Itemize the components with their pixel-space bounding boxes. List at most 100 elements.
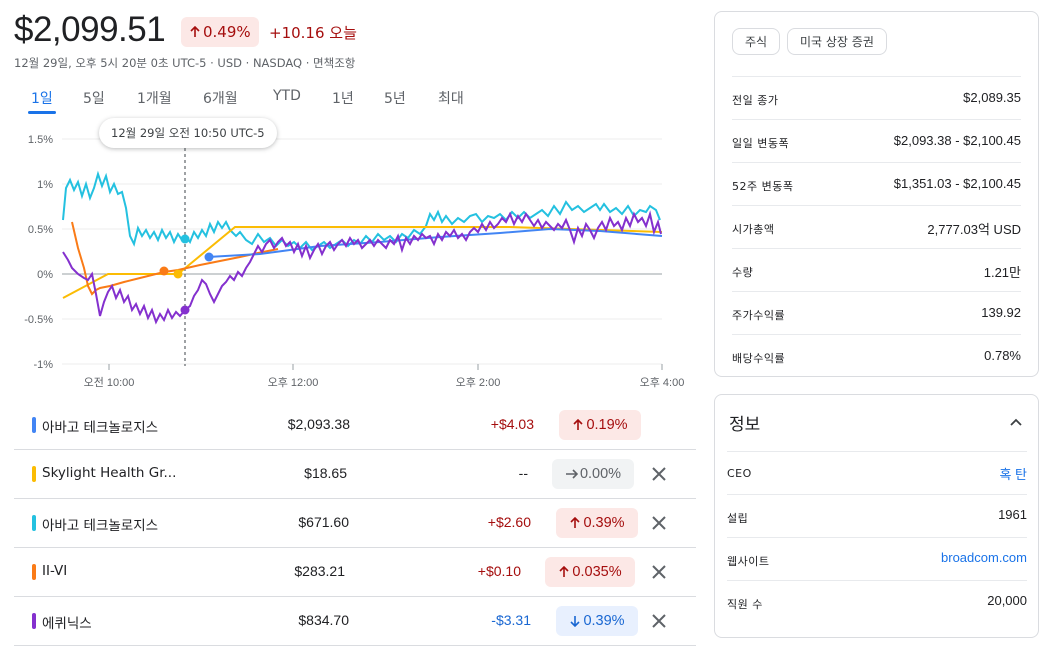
comparison-name: 에퀴닉스 xyxy=(42,616,92,632)
tab-5y[interactable]: 5년 xyxy=(384,91,406,107)
series-line-purple xyxy=(62,210,662,325)
series-color-bar xyxy=(32,515,36,531)
series-color-bar xyxy=(32,564,36,580)
series-line-orange xyxy=(71,221,279,296)
arrow-up-icon xyxy=(190,26,200,37)
comparison-change-abs: +$0.10 xyxy=(477,563,521,579)
chip-us-listed[interactable]: 미국 상장 증권 xyxy=(787,28,887,55)
tab-1d[interactable]: 1일 xyxy=(28,88,56,114)
stat-label: 수량 xyxy=(732,266,754,279)
comparison-change-pct: 0.39% xyxy=(556,508,638,538)
comparison-price: $2,093.38 xyxy=(287,416,350,432)
comparison-row[interactable]: Skylight Health Gr... $18.65 -- 0.00% xyxy=(14,450,696,499)
marker-yellow xyxy=(173,269,183,279)
change-percent: 0.49% xyxy=(203,23,251,41)
pct-value: 0.39% xyxy=(583,515,625,531)
remove-comparison-icon[interactable] xyxy=(648,512,670,534)
pct-value: 0.035% xyxy=(572,564,622,580)
stats-card: 주식 미국 상장 증권 전일 종가 $2,089.35 일일 변동폭 $2,09… xyxy=(714,11,1039,377)
comparison-price: $18.65 xyxy=(304,465,347,481)
stat-dividend-yield: 배당수익률 0.78% xyxy=(732,334,1021,377)
current-price: $2,099.51 xyxy=(14,10,166,49)
stat-label: 전일 종가 xyxy=(732,94,779,107)
marker-cyan xyxy=(180,234,190,244)
comparison-price: $834.70 xyxy=(298,612,349,628)
pct-value: 0.19% xyxy=(586,417,628,433)
y-tick-1: 1% xyxy=(37,179,53,191)
stat-label: 주가수익률 xyxy=(732,309,786,322)
info-label: CEO xyxy=(727,467,752,480)
change-percent-badge: 0.49% xyxy=(181,17,259,47)
info-website: 웹사이트 broadcom.com xyxy=(727,537,1027,580)
comparison-name: Skylight Health Gr... xyxy=(42,465,177,481)
arrow-up-icon xyxy=(570,517,581,528)
stat-label: 52주 변동폭 xyxy=(732,180,794,193)
comparison-name: 아바고 테크놀로지스 xyxy=(42,420,159,436)
arrow-right-icon xyxy=(565,469,578,479)
x-tick-2pm: 오후 2:00 xyxy=(456,376,501,389)
info-label: 웹사이트 xyxy=(727,555,770,568)
x-tick-10am: 오전 10:00 xyxy=(84,376,135,389)
y-tick-minus-0-5: -0.5% xyxy=(24,314,53,326)
pct-value: 0.39% xyxy=(583,613,625,629)
series-line-yellow xyxy=(62,226,663,299)
info-label: 직원 수 xyxy=(727,598,763,611)
stat-value: 139.92 xyxy=(981,305,1021,320)
stat-value: 0.78% xyxy=(984,348,1021,363)
comparison-row[interactable]: II-VI $283.21 +$0.10 0.035% xyxy=(14,548,696,597)
comparison-change-abs: +$4.03 xyxy=(490,416,534,432)
chevron-up-icon[interactable] xyxy=(1008,415,1024,431)
stat-market-cap: 시가총액 2,777.03억 USD xyxy=(732,205,1021,248)
y-tick-minus-1: -1% xyxy=(33,359,53,371)
y-tick-0-5: 0.5% xyxy=(28,224,53,236)
info-ceo: CEO 혹 탄 xyxy=(727,451,1027,494)
comparison-change-pct: 0.19% xyxy=(559,410,641,440)
stat-value: $2,089.35 xyxy=(963,90,1021,105)
stat-day-range: 일일 변동폭 $2,093.38 - $2,100.45 xyxy=(732,119,1021,162)
stat-value: $1,351.03 - $2,100.45 xyxy=(893,176,1021,191)
comparison-change-pct: 0.00% xyxy=(552,459,634,489)
pct-value: 0.00% xyxy=(579,466,622,482)
ceo-link[interactable]: 혹 탄 xyxy=(999,467,1027,482)
comparison-row[interactable]: 아바고 테크놀로지스 $671.60 +$2.60 0.39% xyxy=(14,499,696,548)
y-tick-1-5: 1.5% xyxy=(28,134,53,146)
marker-purple xyxy=(180,305,190,315)
tab-max[interactable]: 최대 xyxy=(438,91,464,107)
tab-5d[interactable]: 5일 xyxy=(83,91,105,107)
x-tick-4pm: 오후 4:00 xyxy=(640,376,685,389)
series-color-bar xyxy=(32,417,36,433)
remove-comparison-icon[interactable] xyxy=(648,610,670,632)
comparison-change-abs: -$3.31 xyxy=(491,612,531,628)
tab-6m[interactable]: 6개월 xyxy=(203,91,238,107)
x-tick-12pm: 오후 12:00 xyxy=(268,376,319,389)
series-color-bar xyxy=(32,466,36,482)
info-value: 20,000 xyxy=(987,593,1027,608)
tab-ytd[interactable]: YTD xyxy=(273,88,301,104)
stat-volume: 수량 1.21만 xyxy=(732,248,1021,291)
stat-label: 배당수익률 xyxy=(732,352,786,365)
chart-tooltip: 12월 29일 오전 10:50 UTC-5 xyxy=(99,118,277,148)
website-link[interactable]: broadcom.com xyxy=(941,550,1027,565)
info-employees: 직원 수 20,000 xyxy=(727,580,1027,623)
series-line-cyan xyxy=(62,170,661,252)
marker-orange xyxy=(159,266,169,276)
stat-pe-ratio: 주가수익률 139.92 xyxy=(732,291,1021,334)
quote-meta: 12월 29일, 오후 5시 20분 0초 UTC-5 · USD · NASD… xyxy=(14,56,356,70)
price-chart[interactable]: 1.5% 1% 0.5% 0% -0.5% -1% 오전 10:00 오후 12… xyxy=(0,118,700,393)
info-card: 정보 CEO 혹 탄 설립 1961 웹사이트 broadcom.com 직원 … xyxy=(714,394,1039,638)
arrow-up-icon xyxy=(559,566,569,577)
stat-label: 시가총액 xyxy=(732,223,775,236)
info-founded: 설립 1961 xyxy=(727,494,1027,537)
stat-value: 2,777.03억 USD xyxy=(927,222,1021,237)
comparison-row[interactable]: 아바고 테크놀로지스 $2,093.38 +$4.03 0.19% xyxy=(14,401,696,450)
tab-1y[interactable]: 1년 xyxy=(332,91,354,107)
tab-1m[interactable]: 1개월 xyxy=(137,91,172,107)
chart-grid xyxy=(62,138,663,370)
comparison-price: $671.60 xyxy=(298,514,349,530)
comparison-row[interactable]: 에퀴닉스 $834.70 -$3.31 0.39% xyxy=(14,597,696,646)
remove-comparison-icon[interactable] xyxy=(648,561,670,583)
info-label: 설립 xyxy=(727,512,749,525)
chip-stock[interactable]: 주식 xyxy=(732,28,781,55)
remove-comparison-icon[interactable] xyxy=(648,463,670,485)
comparison-name: II-VI xyxy=(42,563,68,579)
